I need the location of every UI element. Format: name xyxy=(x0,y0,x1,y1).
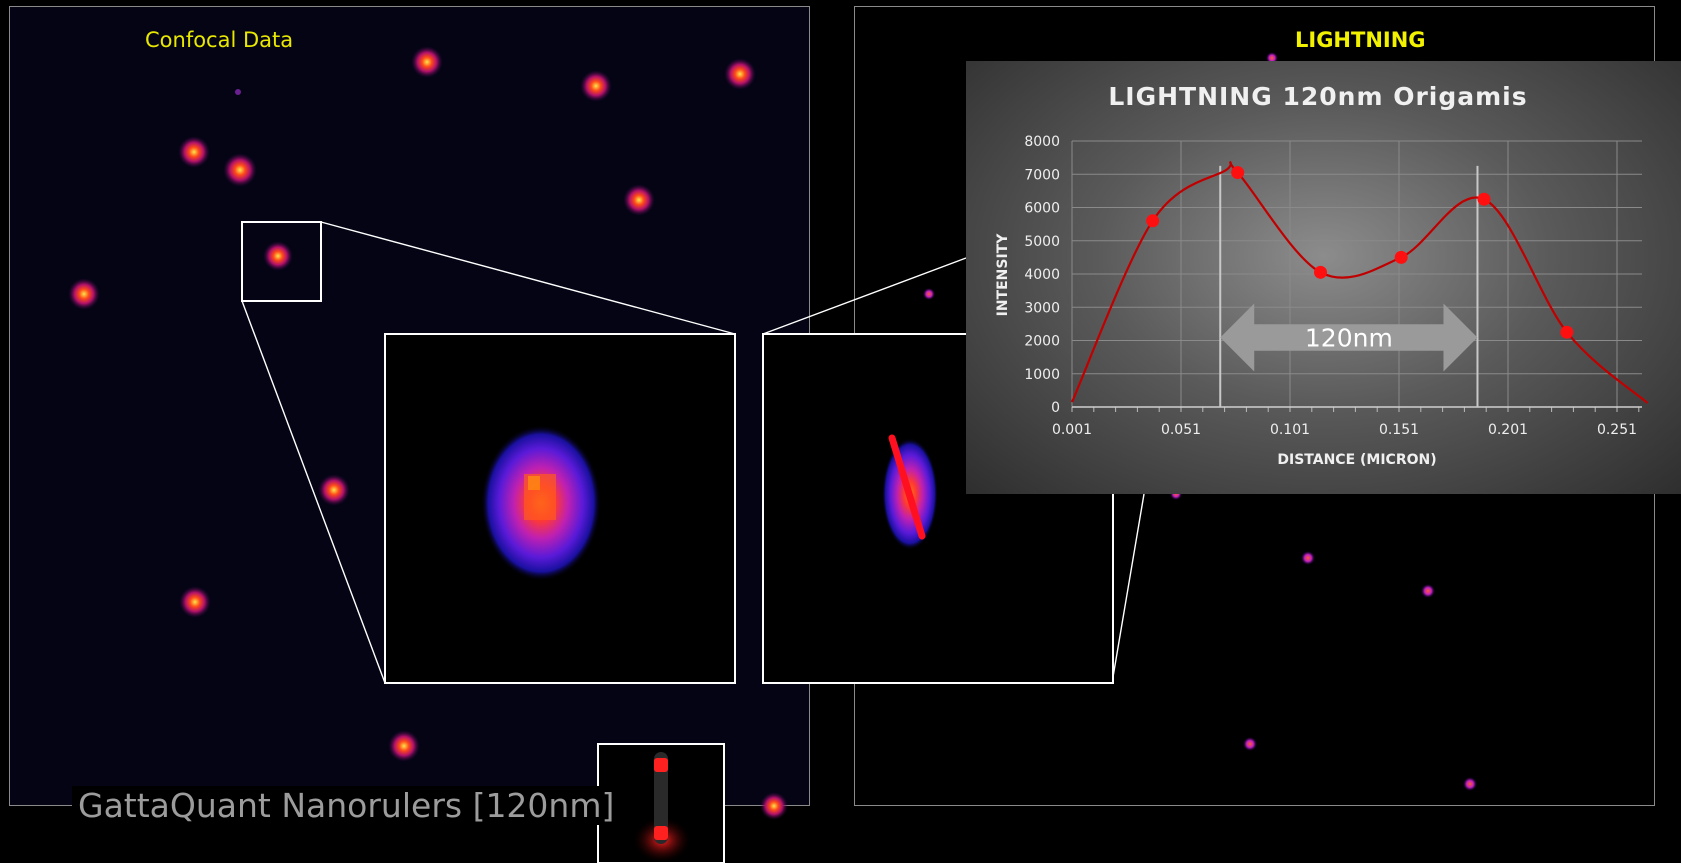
x-tick-label: 0.051 xyxy=(1161,422,1201,438)
x-axis-label: DISTANCE (MICRON) xyxy=(1277,452,1436,468)
line-profile-marker xyxy=(888,434,926,540)
nanoruler-caption: GattaQuant Nanorulers [120nm] xyxy=(72,786,621,825)
x-tick-label: 0.251 xyxy=(1597,422,1637,438)
y-axis-label: INTENSITY xyxy=(995,233,1011,317)
confocal-zoom-inset xyxy=(384,333,736,684)
chart-title: LIGHTNING 120nm Origamis xyxy=(1108,82,1527,111)
distance-double-arrow xyxy=(1220,303,1478,372)
y-tick-label: 4000 xyxy=(1024,267,1060,283)
y-tick-label: 8000 xyxy=(1024,134,1060,150)
intensity-profile-chart: LIGHTNING 120nm Origamis DISTANCE (MICRO… xyxy=(966,61,1681,494)
lightning-label: LIGHTNING xyxy=(1295,28,1426,52)
x-tick-label: 0.201 xyxy=(1488,422,1528,438)
y-tick-label: 6000 xyxy=(1024,201,1060,217)
data-point-marker xyxy=(1231,166,1245,180)
chart-svg: LIGHTNING 120nm Origamis DISTANCE (MICRO… xyxy=(995,82,1649,468)
data-point-marker xyxy=(1560,325,1574,339)
confocal-spots xyxy=(68,46,788,820)
data-point-marker xyxy=(1477,192,1491,206)
data-point-marker xyxy=(1146,214,1160,228)
x-tick-label: 0.001 xyxy=(1052,422,1092,438)
data-point-marker xyxy=(1314,265,1328,279)
selection-box xyxy=(241,221,322,302)
y-tick-label: 3000 xyxy=(1024,300,1060,316)
distance-annotation-label: 120nm xyxy=(1305,324,1393,353)
x-tick-label: 0.101 xyxy=(1270,422,1310,438)
data-point-marker xyxy=(1394,250,1408,264)
confocal-data-label: Confocal Data xyxy=(145,28,294,52)
y-tick-label: 0 xyxy=(1051,400,1060,416)
zoom-connector-lines xyxy=(241,221,1145,684)
intensity-curve xyxy=(1070,161,1649,404)
y-tick-label: 2000 xyxy=(1024,334,1060,350)
y-tick-label: 1000 xyxy=(1024,367,1060,383)
y-tick-label: 7000 xyxy=(1024,167,1060,183)
x-tick-label: 0.151 xyxy=(1379,422,1419,438)
lightning-spots xyxy=(923,52,1477,791)
y-tick-label: 5000 xyxy=(1024,234,1060,250)
